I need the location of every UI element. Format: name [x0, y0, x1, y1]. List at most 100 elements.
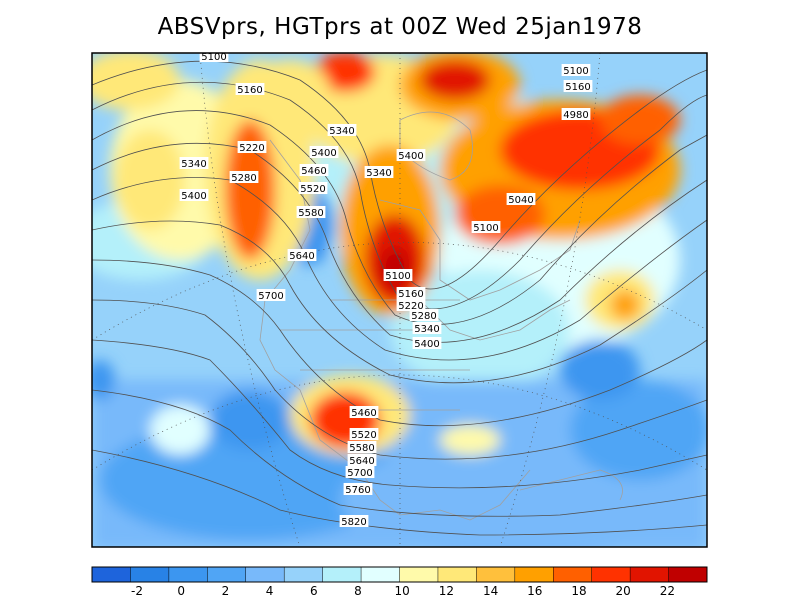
svg-text:5160: 5160 — [398, 289, 423, 300]
plot-title: ABSVprs, HGTprs at 00Z Wed 25jan1978 — [157, 14, 643, 40]
svg-text:5400: 5400 — [414, 339, 439, 350]
contour-label: 5160 — [563, 80, 593, 93]
colorbar-ticks: -2 0 2 4 6 8 10 12 14 16 18 20 22 — [131, 584, 675, 598]
colorbar-swatch — [591, 567, 631, 582]
svg-text:5160: 5160 — [237, 85, 262, 96]
colorbar-swatch — [553, 567, 593, 582]
contour-label: 5220 — [237, 141, 267, 154]
svg-text:4980: 4980 — [563, 110, 588, 121]
colorbar-tick-label: -2 — [131, 584, 143, 598]
svg-text:5040: 5040 — [508, 195, 533, 206]
svg-text:5640: 5640 — [349, 456, 374, 467]
contour-label: 5160 — [396, 287, 426, 300]
colorbar-tick-label: 22 — [660, 584, 675, 598]
colorbar-tick-label: 10 — [395, 584, 410, 598]
colorbar-swatch — [399, 567, 439, 582]
colorbar-swatch — [361, 567, 400, 582]
svg-text:5400: 5400 — [311, 148, 336, 159]
contour-label: 5340 — [327, 124, 357, 137]
svg-text:5580: 5580 — [298, 208, 323, 219]
colorbar-swatch — [630, 567, 670, 582]
contour-label: 5400 — [396, 149, 426, 162]
contour-label: 5580 — [347, 441, 377, 454]
svg-text:5100: 5100 — [563, 66, 588, 77]
contour-label: 5100 — [199, 52, 229, 63]
colorbar — [91, 566, 708, 583]
contour-label: 5640 — [347, 454, 377, 467]
colorbar-swatch — [284, 567, 324, 582]
svg-text:5640: 5640 — [289, 251, 314, 262]
contour-label: 4980 — [561, 108, 591, 121]
colorbar-tick-label: 16 — [527, 584, 542, 598]
contour-label: 5220 — [396, 299, 426, 312]
colorbar-tick-label: 4 — [266, 584, 274, 598]
contour-label: 5040 — [506, 193, 536, 206]
colorbar-tick-label: 2 — [222, 584, 230, 598]
colorbar-tick-label: 8 — [354, 584, 362, 598]
contour-label: 5520 — [298, 182, 328, 195]
svg-text:5220: 5220 — [239, 143, 264, 154]
colorbar-tick-label: 12 — [439, 584, 454, 598]
svg-text:5760: 5760 — [345, 485, 370, 496]
svg-text:5580: 5580 — [349, 443, 374, 454]
contour-label: 5100 — [471, 221, 501, 234]
svg-text:5100: 5100 — [201, 52, 226, 63]
colorbar-swatch — [207, 567, 247, 582]
colorbar-tick-label: 18 — [571, 584, 586, 598]
svg-text:5340: 5340 — [329, 126, 354, 137]
svg-text:5460: 5460 — [301, 166, 326, 177]
colorbar-swatch — [668, 567, 708, 582]
colorbar-tick-label: 14 — [483, 584, 498, 598]
svg-text:5100: 5100 — [473, 223, 498, 234]
contour-label: 5820 — [339, 515, 369, 528]
contour-label: 5760 — [343, 483, 373, 496]
contour-label: 5340 — [364, 166, 394, 179]
contour-label: 5100 — [383, 269, 413, 282]
contour-label: 5520 — [349, 428, 379, 441]
svg-text:5700: 5700 — [347, 468, 372, 479]
contour-label: 5400 — [179, 189, 209, 202]
svg-text:5520: 5520 — [300, 184, 325, 195]
contour-label: 5100 — [561, 64, 591, 77]
height-contours — [92, 60, 707, 536]
svg-text:5820: 5820 — [341, 517, 366, 528]
colorbar-tick-label: 6 — [310, 584, 318, 598]
colorbar-swatch — [92, 567, 131, 582]
contour-label: 5700 — [345, 466, 375, 479]
colorbar-swatch — [476, 567, 516, 582]
contour-label: 5340 — [412, 322, 442, 335]
colorbar-tick-label: 0 — [177, 584, 185, 598]
svg-text:5160: 5160 — [565, 82, 590, 93]
contour-label: 5280 — [229, 171, 259, 184]
svg-text:5400: 5400 — [398, 151, 423, 162]
contour-label: 5700 — [256, 289, 286, 302]
colorbar-swatch — [437, 567, 477, 582]
svg-text:5340: 5340 — [366, 168, 391, 179]
vorticity-field: 5100516051005160498053405220528054005340… — [92, 52, 707, 547]
svg-text:5340: 5340 — [414, 324, 439, 335]
svg-text:5520: 5520 — [351, 430, 376, 441]
colorbar-swatch — [322, 567, 362, 582]
colorbar-swatch — [168, 567, 208, 582]
svg-text:5280: 5280 — [231, 173, 256, 184]
map-frame — [91, 52, 708, 548]
svg-text:5280: 5280 — [411, 311, 436, 322]
colorbar-swatch — [514, 567, 554, 582]
svg-text:5460: 5460 — [351, 408, 376, 419]
colorbar-swatch — [245, 567, 285, 582]
contour-label: 5280 — [409, 309, 439, 322]
contour-label: 5580 — [296, 206, 326, 219]
contour-label: 5460 — [349, 406, 379, 419]
svg-text:5400: 5400 — [181, 191, 206, 202]
contour-label: 5400 — [309, 146, 339, 159]
svg-text:5220: 5220 — [398, 301, 423, 312]
svg-text:5100: 5100 — [385, 271, 410, 282]
contour-label: 5400 — [412, 337, 442, 350]
colorbar-swatch — [130, 567, 170, 582]
contour-label: 5460 — [299, 164, 329, 177]
contour-label: 5160 — [235, 83, 265, 96]
svg-text:5340: 5340 — [181, 159, 206, 170]
colorbar-tick-label: 20 — [616, 584, 631, 598]
svg-text:5700: 5700 — [258, 291, 283, 302]
